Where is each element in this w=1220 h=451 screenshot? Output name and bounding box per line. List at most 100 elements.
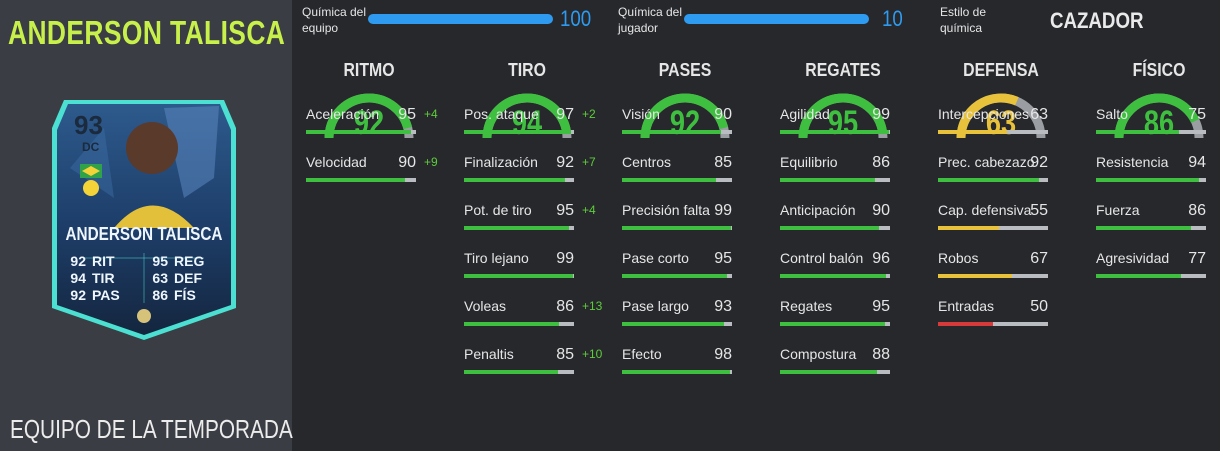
attribute-row: Pase largo 93 <box>622 298 748 328</box>
attribute-bar-fill <box>464 274 573 278</box>
attribute-name: Visión <box>622 106 660 122</box>
category-title: RITMO <box>343 60 395 80</box>
attribute-value: 86 <box>556 298 574 315</box>
gauge-fill <box>482 93 571 139</box>
card-stats-right: 95 REG 63 DEF 86 FÍS <box>148 253 204 304</box>
category-title: REGATES <box>805 60 881 80</box>
attribute-row: Robos 67 <box>938 250 1064 280</box>
category-title: FÍSICO <box>1132 60 1186 80</box>
attribute-bonus: +9 <box>424 155 438 169</box>
category-title: DEFENSA <box>963 60 1039 80</box>
attribute-row: Equilibrio 86 <box>780 154 906 184</box>
attribute-bar <box>938 322 1048 326</box>
card-shape <box>52 100 236 340</box>
attribute-bar-fill <box>464 322 559 326</box>
category-value: 92 <box>669 104 701 142</box>
attribute-name: Compostura <box>780 346 857 362</box>
attribute-name: Finalización <box>464 154 538 170</box>
category-gauge <box>482 93 572 139</box>
attribute-bonus: +2 <box>582 107 596 121</box>
attribute-bar <box>622 370 732 374</box>
attribute-bar <box>780 226 890 230</box>
gauge-fill <box>956 93 1019 139</box>
attribute-name: Agresividad <box>1096 250 1170 266</box>
category-gauge <box>956 93 1046 139</box>
attribute-name: Robos <box>938 250 979 266</box>
category-value: 92 <box>353 104 385 142</box>
attribute-bar <box>464 178 574 182</box>
player-panel: ANDERSON TALISCA 93 DC AN <box>0 0 293 451</box>
attribute-name: Pos. ataque <box>464 106 539 122</box>
attribute-value: 90 <box>398 154 416 171</box>
attribute-bar <box>464 322 574 326</box>
attribute-row: Agilidad 99 <box>780 106 906 136</box>
attribute-value: 95 <box>556 202 574 219</box>
attribute-name: Regates <box>780 298 833 314</box>
attribute-row: Precisión falta 99 <box>622 202 748 232</box>
attribute-row: Voleas 86 +13 <box>464 298 602 328</box>
attribute-row: Aceleración 95 +4 <box>306 106 438 136</box>
attribute-bar <box>622 322 732 326</box>
attribute-name: Cap. defensiva <box>938 202 1032 218</box>
attribute-value: 97 <box>556 106 574 123</box>
attribute-name: Pase largo <box>622 298 689 314</box>
attribute-bar-fill <box>938 226 999 230</box>
attribute-bar-fill <box>780 226 879 230</box>
attribute-row: Visión 90 <box>622 106 748 136</box>
attribute-name: Fuerza <box>1096 202 1140 218</box>
attribute-bar-fill <box>780 130 889 134</box>
attribute-bar-fill <box>464 226 569 230</box>
category-gauge <box>324 93 414 139</box>
player-chemistry-value: 10 <box>882 6 903 31</box>
attribute-bonus: +10 <box>582 347 603 361</box>
attribute-bar <box>780 322 890 326</box>
attribute-name: Precisión falta <box>622 202 710 218</box>
card-name: ANDERSON TALISCA <box>65 224 223 244</box>
attribute-row: Cap. defensiva 55 <box>938 202 1064 232</box>
attribute-value: 85 <box>714 154 732 171</box>
attribute-row: Finalización 92 +7 <box>464 154 596 184</box>
attribute-bar-fill <box>306 130 411 134</box>
attribute-name: Aceleración <box>306 106 380 122</box>
attribute-name: Anticipación <box>780 202 856 218</box>
attribute-value: 55 <box>1030 202 1048 219</box>
attribute-bar <box>622 178 732 182</box>
category-title: PASES <box>658 60 712 80</box>
attribute-value: 92 <box>556 154 574 171</box>
attribute-bar-fill <box>464 370 558 374</box>
attribute-name: Entradas <box>938 298 995 314</box>
attribute-bar <box>938 178 1048 182</box>
card-rating: 93 <box>74 110 103 140</box>
card-stat: 92 RIT <box>70 253 115 269</box>
player-chemistry-label: Química del jugador <box>618 5 683 35</box>
attribute-name: Penaltis <box>464 346 514 362</box>
attribute-bar-fill <box>622 130 721 134</box>
attribute-bar-fill <box>622 370 730 374</box>
attribute-value: 95 <box>872 298 890 315</box>
player-card[interactable]: 93 DC ANDERSON TALISCA 92 RIT 94 TIR 92 PAS… <box>44 88 244 348</box>
gauge-fill <box>324 93 413 139</box>
attribute-bar-fill <box>464 178 566 182</box>
attribute-row: Resistencia 94 <box>1096 154 1220 184</box>
attribute-bar <box>1096 178 1206 182</box>
attribute-bar-fill <box>780 274 886 278</box>
attribute-name: Velocidad <box>306 154 367 170</box>
attribute-bar <box>938 274 1048 278</box>
attribute-bar <box>1096 130 1206 134</box>
card-position: DC <box>82 140 100 154</box>
attribute-bonus: +13 <box>582 299 603 313</box>
attribute-bar-fill <box>306 178 405 182</box>
attribute-value: 98 <box>714 346 732 363</box>
attribute-row: Intercepciones 63 <box>938 106 1064 136</box>
attribute-bar-fill <box>780 178 875 182</box>
team-label: EQUIPO DE LA TEMPORADA <box>10 414 293 444</box>
attribute-bar-fill <box>780 322 885 326</box>
attribute-value: 93 <box>714 298 732 315</box>
attribute-row: Prec. cabezazo 92 <box>938 154 1064 184</box>
attribute-row: Efecto 98 <box>622 346 748 376</box>
chemistry-style-value[interactable]: CAZADOR <box>1050 8 1144 33</box>
category-gauge <box>1114 93 1204 139</box>
attribute-row: Centros 85 <box>622 154 748 184</box>
player-name: ANDERSON TALISCA <box>8 14 286 51</box>
attribute-value: 88 <box>872 346 890 363</box>
